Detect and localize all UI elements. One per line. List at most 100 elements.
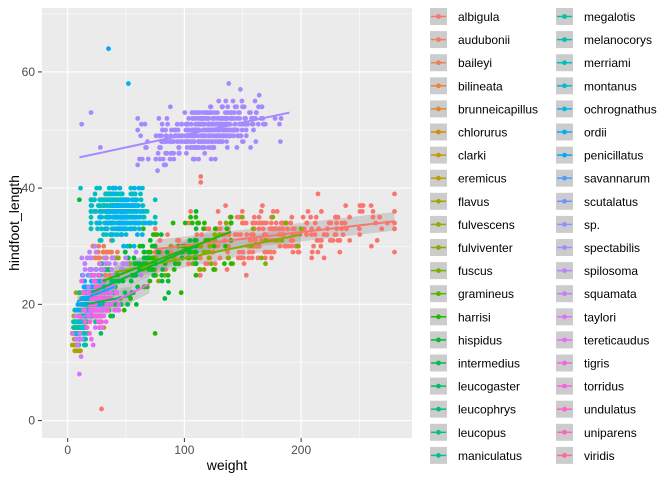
data-point: [138, 191, 143, 197]
legend-item: ordii: [556, 123, 607, 141]
data-point: [205, 121, 211, 127]
data-point: [146, 220, 152, 226]
data-point: [230, 127, 235, 133]
data-point: [170, 220, 176, 226]
data-point: [133, 302, 139, 307]
data-point: [87, 319, 93, 325]
data-point: [201, 267, 207, 272]
data-point: [164, 249, 170, 255]
data-point: [168, 150, 174, 156]
data-point: [121, 243, 126, 249]
data-point: [239, 98, 245, 104]
data-point: [159, 272, 165, 278]
legend-label: harrisi: [458, 310, 491, 324]
data-point: [97, 214, 103, 220]
legend-label: chlorurus: [458, 126, 507, 140]
legend-label: torridus: [584, 380, 624, 394]
legend-label: melanocorys: [584, 33, 652, 47]
data-point: [87, 272, 92, 278]
data-point: [347, 214, 352, 220]
data-point: [243, 272, 249, 278]
data-point: [212, 232, 218, 238]
data-point: [196, 110, 202, 115]
legend-item: megalotis: [556, 8, 635, 25]
smooth-line: [114, 233, 302, 274]
legend-label: merriami: [584, 56, 631, 70]
data-point: [182, 220, 188, 226]
data-point: [239, 220, 245, 226]
data-point: [207, 243, 213, 249]
data-point: [107, 203, 113, 209]
data-point: [92, 243, 98, 249]
data-point: [248, 145, 254, 150]
data-point: [251, 127, 256, 133]
data-point: [128, 185, 134, 191]
data-point: [119, 191, 125, 197]
data-point: [152, 331, 158, 336]
data-point: [240, 249, 246, 255]
data-point: [132, 214, 137, 220]
data-point: [222, 133, 228, 139]
data-point: [91, 313, 97, 319]
data-point: [155, 249, 161, 255]
data-point: [79, 255, 85, 261]
data-point: [217, 133, 223, 139]
data-point: [101, 313, 107, 319]
legend-key-point: [562, 314, 567, 320]
legend-key-point: [436, 360, 441, 366]
data-point: [109, 249, 114, 255]
data-point: [99, 226, 104, 232]
data-point: [123, 255, 128, 261]
data-point: [90, 296, 96, 301]
legend-label: savannarum: [584, 172, 650, 186]
data-point: [97, 185, 103, 191]
data-point: [272, 226, 278, 232]
legend-key-point: [562, 106, 567, 112]
legend-item: audubonii: [430, 31, 510, 49]
data-point: [73, 290, 79, 296]
data-point: [111, 203, 117, 209]
data-point: [156, 116, 162, 121]
data-point: [251, 214, 257, 220]
data-point: [176, 238, 182, 243]
data-point: [190, 139, 196, 145]
legend-key-point: [562, 268, 567, 273]
data-point: [132, 220, 138, 226]
data-point: [193, 272, 199, 278]
x-axis-title: weight: [206, 457, 248, 473]
data-point: [73, 331, 79, 336]
data-point: [147, 278, 153, 284]
legend-item: fulviventer: [430, 239, 513, 256]
legend-item: squamata: [556, 285, 637, 303]
legend-key-point: [436, 314, 441, 320]
data-point: [140, 226, 146, 232]
legend-key-point: [436, 60, 441, 66]
data-point: [95, 284, 101, 290]
legend-key-point: [562, 37, 567, 42]
data-point: [96, 302, 102, 307]
data-point: [152, 214, 158, 220]
legend-key-point: [436, 14, 441, 19]
legend-item: leucopus: [430, 423, 506, 441]
data-point: [224, 267, 230, 272]
data-point: [235, 133, 241, 139]
data-point: [125, 81, 131, 86]
data-point: [212, 156, 218, 162]
legend-item: leucophrys: [430, 400, 516, 418]
data-point: [86, 284, 91, 290]
data-point: [154, 232, 160, 238]
data-point: [374, 238, 380, 243]
legend-item: brunneicapillus: [430, 100, 538, 118]
data-point: [283, 220, 289, 226]
data-point: [197, 267, 202, 272]
data-point: [340, 232, 346, 238]
legend-key-point: [436, 406, 441, 412]
data-point: [138, 133, 144, 139]
data-point: [149, 267, 154, 272]
legend-label: bilineata: [458, 79, 503, 93]
data-point: [259, 104, 265, 110]
data-point: [93, 249, 99, 255]
data-point: [319, 209, 324, 214]
data-point: [212, 226, 218, 232]
data-point: [188, 121, 194, 127]
